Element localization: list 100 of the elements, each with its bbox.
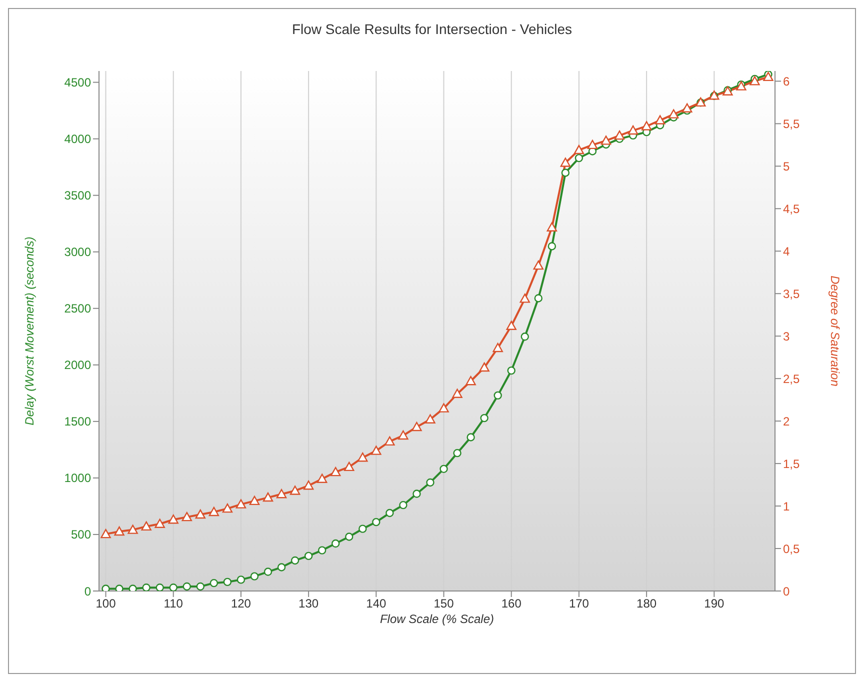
y-tick-label: 0 bbox=[84, 584, 92, 598]
point bbox=[344, 462, 354, 472]
point bbox=[210, 578, 218, 588]
x-tick-label: 130 bbox=[298, 596, 319, 611]
point bbox=[546, 222, 558, 232]
point bbox=[452, 388, 462, 398]
y2-tick-label: 2 bbox=[783, 414, 790, 428]
y2-tick-label: 2,5 bbox=[783, 372, 800, 386]
y2-tick-label: 3 bbox=[783, 329, 790, 344]
point bbox=[384, 436, 395, 446]
point bbox=[372, 518, 380, 526]
y-axis-title: Delay (Worst Movement) (seconds) bbox=[22, 236, 36, 426]
y2-tick-label: 5 bbox=[783, 159, 790, 174]
point bbox=[399, 500, 408, 510]
x-tick-label: 120 bbox=[230, 596, 252, 611]
y2-tick-label: 5,5 bbox=[783, 116, 800, 131]
y-tick-label: 500 bbox=[70, 528, 92, 542]
point bbox=[115, 584, 124, 591]
point bbox=[249, 496, 260, 506]
point bbox=[412, 422, 422, 432]
x-tick-label: 150 bbox=[434, 596, 454, 611]
y-tick-label: 2500 bbox=[64, 302, 92, 316]
point bbox=[398, 430, 408, 440]
point bbox=[182, 582, 191, 591]
point bbox=[303, 480, 314, 490]
point bbox=[520, 294, 530, 303]
point bbox=[641, 121, 652, 130]
y-tick-label: 3000 bbox=[64, 245, 92, 260]
point bbox=[426, 478, 434, 487]
point bbox=[548, 242, 556, 250]
point bbox=[195, 509, 206, 519]
point bbox=[358, 452, 368, 462]
point bbox=[358, 524, 367, 533]
point bbox=[330, 466, 341, 476]
point bbox=[156, 584, 164, 591]
point bbox=[386, 508, 394, 518]
y2-tick-label: 3,5 bbox=[783, 286, 800, 301]
y-tick-label: 1000 bbox=[64, 471, 92, 486]
point bbox=[425, 414, 436, 424]
point bbox=[668, 109, 679, 118]
point bbox=[128, 584, 137, 591]
point bbox=[534, 294, 542, 302]
point bbox=[466, 433, 475, 442]
point bbox=[332, 539, 340, 548]
y-tick-label: 4000 bbox=[64, 132, 92, 146]
point bbox=[100, 528, 111, 538]
x-tick-label: 110 bbox=[164, 596, 184, 611]
point bbox=[587, 140, 598, 150]
y2-tick-label: 6 bbox=[783, 74, 790, 88]
y2-tick-label: 4 bbox=[783, 244, 790, 258]
x-tick-label: 140 bbox=[366, 596, 386, 611]
point bbox=[507, 366, 516, 375]
point bbox=[453, 448, 462, 458]
point bbox=[236, 499, 246, 508]
point bbox=[763, 72, 774, 82]
point bbox=[345, 532, 354, 541]
point bbox=[142, 584, 150, 591]
point bbox=[304, 552, 313, 560]
point bbox=[223, 578, 232, 586]
point bbox=[494, 391, 502, 400]
point bbox=[277, 563, 286, 572]
chart-title: Flow Scale Results for Intersection - Vehicles bbox=[290, 21, 574, 37]
point bbox=[533, 260, 544, 270]
y-tick-label: 1500 bbox=[64, 414, 92, 429]
point bbox=[236, 576, 246, 584]
point bbox=[574, 144, 584, 154]
point bbox=[114, 526, 124, 536]
point bbox=[154, 518, 165, 528]
x-tick-label: 170 bbox=[568, 596, 590, 611]
point bbox=[654, 115, 666, 124]
point bbox=[600, 136, 612, 145]
x-tick-label: 160 bbox=[501, 596, 522, 611]
point bbox=[520, 332, 529, 341]
point bbox=[182, 512, 192, 522]
point bbox=[102, 584, 110, 591]
point bbox=[318, 546, 326, 554]
point bbox=[290, 486, 300, 495]
x-tick-label: 180 bbox=[636, 596, 657, 611]
point bbox=[574, 154, 584, 162]
x-axis-title: Flow Scale (% Scale) bbox=[380, 612, 494, 626]
y-tick-label: 4500 bbox=[64, 76, 92, 90]
point bbox=[628, 125, 638, 135]
point bbox=[560, 158, 571, 167]
point bbox=[316, 474, 328, 483]
y2-tick-label: 0 bbox=[783, 584, 790, 598]
point bbox=[506, 320, 516, 330]
y2-tick-label: 1,5 bbox=[783, 456, 800, 471]
y2-tick-label: 1 bbox=[783, 499, 790, 514]
y-tick-label: 3500 bbox=[64, 188, 92, 203]
point bbox=[440, 464, 448, 474]
point bbox=[276, 489, 287, 498]
point bbox=[480, 414, 488, 422]
y2-tick-label: 4,5 bbox=[783, 202, 800, 216]
point bbox=[438, 403, 449, 412]
point bbox=[466, 376, 476, 386]
point bbox=[196, 582, 204, 591]
point bbox=[208, 506, 220, 516]
point bbox=[222, 503, 233, 513]
y-tick-label: 2000 bbox=[64, 358, 92, 372]
point bbox=[128, 524, 138, 534]
